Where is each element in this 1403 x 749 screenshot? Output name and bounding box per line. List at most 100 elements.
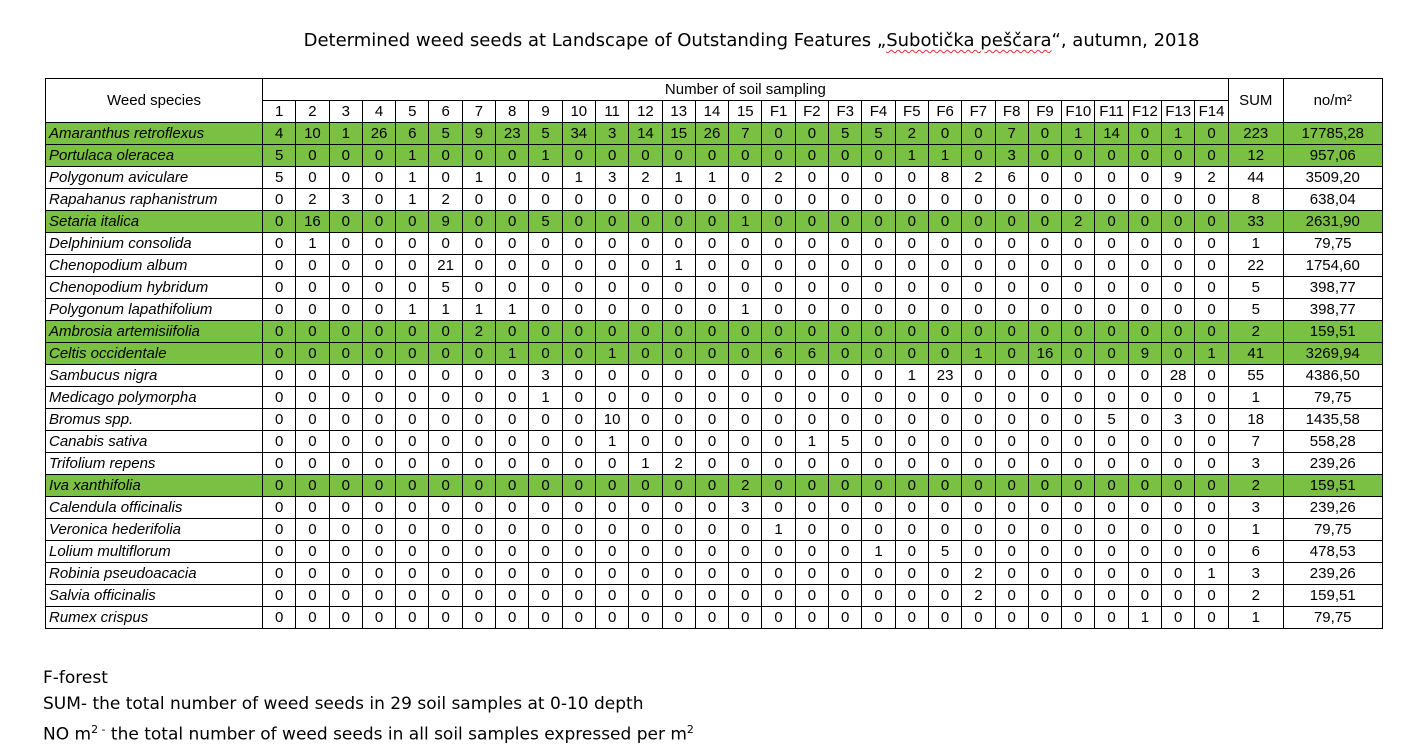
count-cell: 0 <box>428 540 463 563</box>
count-cell: 0 <box>994 606 1029 629</box>
count-cell: 0 <box>328 298 363 321</box>
count-cell: 0 <box>861 254 896 277</box>
count-cell: 0 <box>361 408 397 431</box>
count-cell: 0 <box>828 276 863 299</box>
count-cell: 0 <box>1027 386 1063 409</box>
count-cell: 0 <box>828 298 863 321</box>
count-cell: 26 <box>361 122 397 145</box>
count-cell: 0 <box>1194 320 1229 343</box>
count-cell: 0 <box>1161 584 1196 607</box>
table-row: Portulaca oleracea 5 0 0 0 1 0 0 0 1 0 0 0 0 0 0 0 0 0 0 1 1 0… <box>45 144 1383 167</box>
count-cell: 0 <box>495 496 530 519</box>
count-cell: 0 <box>694 474 730 497</box>
count-cell: 1 <box>894 364 929 387</box>
count-cell: 1 <box>461 298 497 321</box>
count-cell: 0 <box>828 254 863 277</box>
count-cell: 0 <box>328 232 363 255</box>
count-cell: 0 <box>961 122 996 145</box>
count-cell: 0 <box>861 606 896 629</box>
count-cell: 0 <box>828 144 863 167</box>
column-header: 1 <box>261 100 297 123</box>
count-cell: 5 <box>927 540 963 563</box>
sum-cell: 2 <box>1227 320 1284 343</box>
count-cell: 0 <box>328 452 363 475</box>
count-cell: 0 <box>1027 452 1063 475</box>
count-cell: 0 <box>794 386 830 409</box>
count-cell: 0 <box>661 320 696 343</box>
species-cell: Medicago polymorpha <box>45 386 263 409</box>
count-cell: 0 <box>994 210 1029 233</box>
count-cell: 0 <box>1194 408 1229 431</box>
count-cell: 0 <box>1061 188 1096 211</box>
count-cell: 0 <box>828 386 863 409</box>
column-header: F10 <box>1061 100 1096 123</box>
count-cell: 0 <box>927 408 963 431</box>
count-cell: 0 <box>1027 232 1063 255</box>
count-cell: 0 <box>661 584 696 607</box>
count-cell: 0 <box>328 144 363 167</box>
density-cell: 1754,60 <box>1282 254 1383 277</box>
count-cell: 0 <box>961 452 996 475</box>
header-density: no/m² <box>1282 78 1383 123</box>
count-cell: 0 <box>661 474 696 497</box>
count-cell: 0 <box>328 386 363 409</box>
count-cell: 0 <box>694 430 730 453</box>
count-cell: 0 <box>661 540 696 563</box>
count-cell: 0 <box>961 298 996 321</box>
count-cell: 2 <box>761 166 796 189</box>
count-cell: 0 <box>528 606 563 629</box>
count-cell: 0 <box>861 342 896 365</box>
count-cell: 0 <box>1161 298 1196 321</box>
count-cell: 0 <box>694 232 730 255</box>
count-cell: 0 <box>828 518 863 541</box>
count-cell: 15 <box>661 122 696 145</box>
count-cell: 0 <box>361 166 397 189</box>
count-cell: 2 <box>628 166 663 189</box>
count-cell: 0 <box>594 188 630 211</box>
count-cell: 0 <box>361 342 397 365</box>
count-cell: 0 <box>894 496 929 519</box>
count-cell: 0 <box>1061 408 1096 431</box>
count-cell: 0 <box>728 188 763 211</box>
count-cell: 0 <box>1027 298 1063 321</box>
count-cell: 0 <box>461 210 497 233</box>
count-cell: 0 <box>994 430 1029 453</box>
count-cell: 0 <box>261 540 297 563</box>
count-cell: 0 <box>828 452 863 475</box>
count-cell: 0 <box>1027 540 1063 563</box>
count-cell: 0 <box>794 408 830 431</box>
count-cell: 0 <box>927 386 963 409</box>
table-body: Amaranthus retroflexus 4 10 1 26 6 5 9 23 5 34 3 14 1… <box>45 122 1383 629</box>
count-cell: 0 <box>861 430 896 453</box>
count-cell: 2 <box>894 122 929 145</box>
count-cell: 0 <box>361 144 397 167</box>
count-cell: 0 <box>694 606 730 629</box>
species-cell: Amaranthus retroflexus <box>45 122 263 145</box>
count-cell: 0 <box>1094 518 1129 541</box>
count-cell: 0 <box>361 276 397 299</box>
count-cell: 0 <box>861 210 896 233</box>
density-cell: 4386,50 <box>1282 364 1383 387</box>
note-density-prefix-sup: 2 - <box>91 723 106 736</box>
count-cell: 0 <box>561 232 596 255</box>
count-cell: 0 <box>1161 144 1196 167</box>
count-cell: 0 <box>261 518 297 541</box>
count-cell: 1 <box>1161 122 1196 145</box>
count-cell: 0 <box>861 144 896 167</box>
count-cell: 0 <box>661 210 696 233</box>
count-cell: 0 <box>628 540 663 563</box>
column-header: 8 <box>495 100 530 123</box>
density-cell: 398,77 <box>1282 276 1383 299</box>
count-cell: 0 <box>495 562 530 585</box>
count-cell: 0 <box>561 452 596 475</box>
count-cell: 0 <box>428 606 463 629</box>
count-cell: 0 <box>395 496 430 519</box>
count-cell: 0 <box>628 342 663 365</box>
count-cell: 0 <box>861 276 896 299</box>
count-cell: 0 <box>994 496 1029 519</box>
count-cell: 0 <box>528 232 563 255</box>
count-cell: 0 <box>794 144 830 167</box>
count-cell: 0 <box>594 364 630 387</box>
count-cell: 0 <box>994 342 1029 365</box>
count-cell: 0 <box>661 298 696 321</box>
